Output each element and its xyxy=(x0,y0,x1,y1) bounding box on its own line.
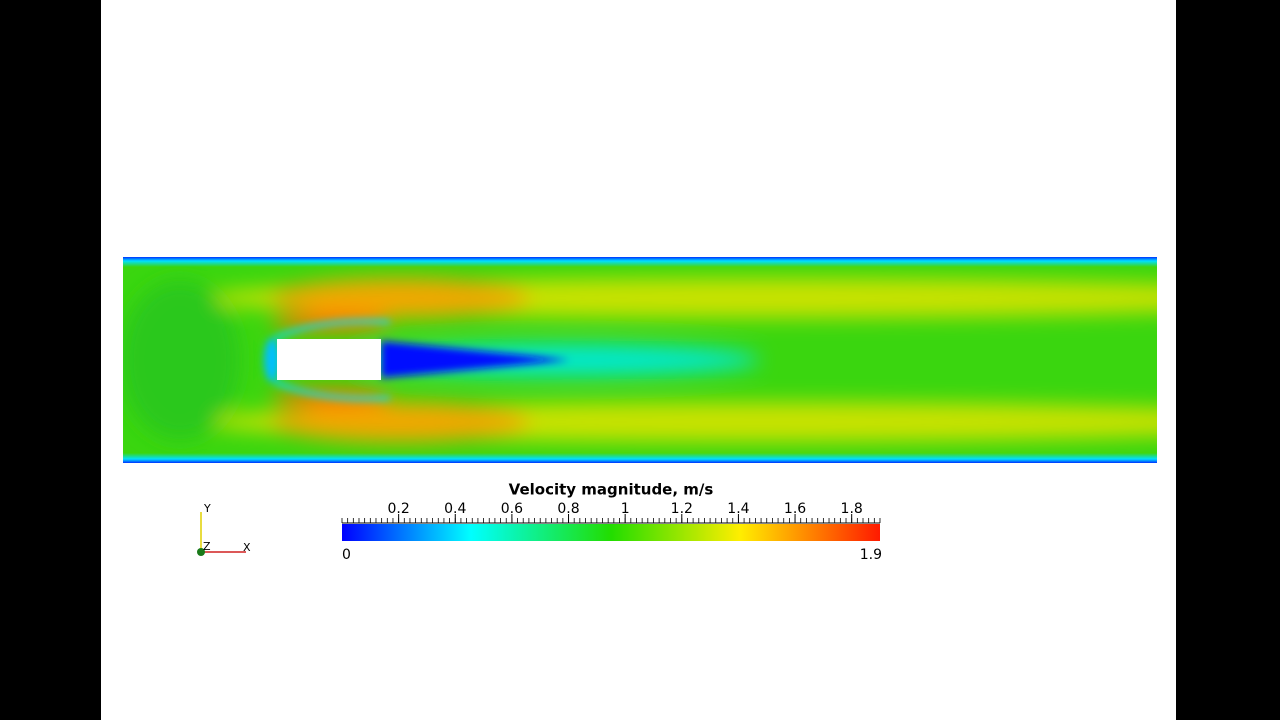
tick-label: 1.4 xyxy=(727,501,749,517)
color-legend: Velocity magnitude, m/s 0.2 0.4 0.6 0.8 1 1.2… xyxy=(341,481,882,563)
range-max-label: 1.9 xyxy=(860,547,882,563)
tick-label: 1.6 xyxy=(784,501,806,517)
y-axis-label: Y xyxy=(203,502,211,515)
tick-label: 1.2 xyxy=(671,501,693,517)
tick-label: 0.2 xyxy=(387,501,409,517)
velocity-field xyxy=(123,257,1157,463)
tick-label: 0.8 xyxy=(557,501,579,517)
tick-label: 1.8 xyxy=(841,501,863,517)
color-legend-title: Velocity magnitude, m/s xyxy=(509,481,714,499)
x-axis-label: X xyxy=(243,541,251,554)
obstacle xyxy=(277,339,381,380)
orientation-axes: Y Z X xyxy=(197,502,251,556)
z-axis-label: Z xyxy=(203,540,211,553)
tick-label: 0.6 xyxy=(501,501,523,517)
tick-label: 0.4 xyxy=(444,501,466,517)
range-min-label: 0 xyxy=(342,547,351,563)
color-scale xyxy=(342,524,880,541)
tick-label: 1 xyxy=(621,501,630,517)
z-axis-dot xyxy=(197,548,205,556)
